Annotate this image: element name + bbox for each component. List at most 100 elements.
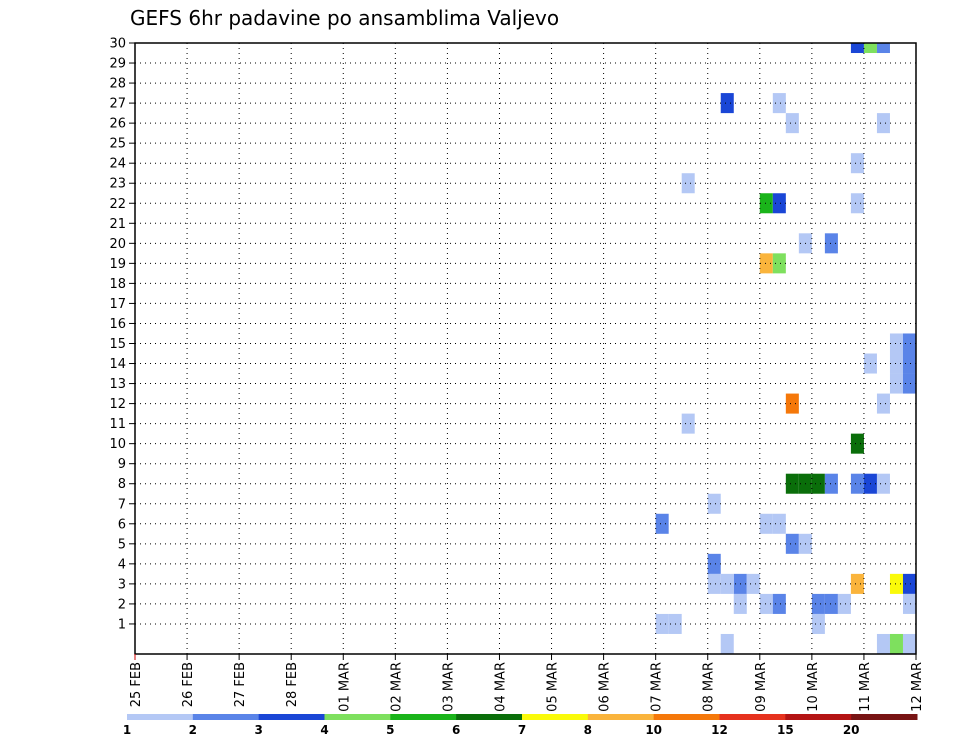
x-tick-label: 12 MAR — [910, 662, 925, 712]
colorbar: 1 2 3 4 5 6 7 8 10 12 15 20 — [123, 714, 918, 737]
colorbar-label: 7 — [518, 723, 526, 737]
colorbar-segment — [587, 714, 655, 720]
y-tick-label: 18 — [109, 277, 126, 292]
heat-cell — [824, 233, 838, 254]
heat-cell — [850, 473, 864, 494]
y-tick-label: 19 — [109, 257, 126, 272]
y-tick-label: 9 — [118, 457, 126, 472]
heat-cell — [811, 593, 825, 614]
y-tick-label: 15 — [109, 337, 126, 352]
y-tick-label: 26 — [109, 117, 126, 132]
y-tick-label: 5 — [118, 537, 126, 552]
y-tick-label: 17 — [109, 297, 126, 312]
heat-cell — [902, 333, 916, 354]
heat-cell — [850, 573, 864, 594]
colorbar-label: 2 — [189, 723, 197, 737]
heat-cell — [772, 593, 786, 614]
y-tick-label: 14 — [109, 357, 126, 372]
colorbar-segment — [785, 714, 852, 720]
heat-cell — [876, 113, 890, 134]
heat-cell — [746, 573, 760, 594]
heat-cell — [837, 593, 851, 614]
plot-frame — [134, 42, 917, 655]
x-tick-label: 06 MAR — [598, 662, 613, 712]
heat-cell — [681, 413, 695, 434]
colorbar-segment — [192, 714, 260, 720]
heat-cell — [759, 513, 773, 534]
heat-cell — [876, 43, 890, 54]
heat-cell — [850, 433, 864, 454]
heat-cell — [785, 533, 799, 554]
y-tick-label: 25 — [109, 137, 126, 152]
x-tick-label: 07 MAR — [650, 662, 665, 712]
y-tick-label: 10 — [109, 437, 126, 452]
heat-cell — [720, 633, 734, 654]
heat-cell — [850, 153, 864, 174]
colorbar-segment — [522, 714, 589, 720]
y-tick-label: 2 — [118, 597, 126, 612]
x-tick-label: 26 FEB — [181, 662, 196, 707]
heat-cell — [876, 633, 890, 654]
grid-layer — [135, 42, 916, 654]
heat-cell — [720, 573, 734, 594]
heat-cell — [655, 613, 669, 634]
y-tick-label: 24 — [109, 157, 126, 172]
heat-cell — [811, 613, 825, 634]
y-tick-label: 8 — [118, 477, 126, 492]
heat-cell — [707, 553, 721, 574]
y-tick-label: 6 — [118, 517, 126, 532]
heat-cell — [785, 393, 799, 414]
colorbar-segment — [653, 714, 720, 720]
colorbar-segment — [390, 714, 457, 720]
x-tick-label: 03 MAR — [441, 662, 456, 712]
heat-cell — [850, 193, 864, 214]
colorbar-segment — [258, 714, 325, 720]
heat-cell — [889, 353, 903, 374]
x-tick-label: 09 MAR — [754, 662, 769, 712]
heat-cell — [707, 493, 721, 514]
colorbar-segment — [851, 714, 918, 720]
x-tick-label: 05 MAR — [546, 662, 561, 712]
colorbar-label: 1 — [123, 723, 131, 737]
heat-cell — [759, 253, 773, 274]
y-tick-label: 13 — [109, 377, 126, 392]
chart-title: GEFS 6hr padavine po ansamblima Valjevo — [130, 6, 560, 30]
x-tick-label: 28 FEB — [285, 662, 300, 707]
heat-cell — [785, 473, 799, 494]
x-axis: 25 FEB 26 FEB 27 FEB 28 FEB 01 MAR 02 MAR 03 M… — [129, 654, 925, 712]
colorbar-segment — [324, 714, 391, 720]
x-tick-label: 08 MAR — [702, 662, 717, 712]
heat-cell — [902, 633, 916, 654]
heat-cell — [707, 573, 721, 594]
x-tick-label: 04 MAR — [493, 662, 508, 712]
y-tick-label: 30 — [109, 37, 126, 52]
x-tick-label: 10 MAR — [806, 662, 821, 712]
x-tick-label: 11 MAR — [858, 662, 873, 712]
heat-cell — [902, 593, 916, 614]
y-tick-label: 1 — [118, 617, 126, 632]
heat-cell — [772, 193, 786, 214]
heat-cell — [863, 43, 877, 54]
y-tick-label: 12 — [109, 397, 126, 412]
y-tick-label: 21 — [109, 217, 126, 232]
y-tick-label: 4 — [118, 557, 126, 572]
colorbar-segment — [127, 714, 194, 720]
y-tick-label: 23 — [109, 177, 126, 192]
heat-cell — [720, 93, 734, 114]
y-tick-label: 11 — [109, 417, 126, 432]
colorbar-label: 4 — [320, 723, 328, 737]
colorbar-label: 20 — [843, 723, 860, 737]
heat-cell — [850, 43, 864, 54]
heat-cell — [889, 633, 903, 654]
heat-cell — [681, 173, 695, 194]
y-tick-label: 27 — [109, 97, 126, 112]
heat-cell — [889, 573, 903, 594]
heat-cell — [772, 93, 786, 114]
colorbar-label: 15 — [777, 723, 794, 737]
heat-cell — [824, 473, 838, 494]
heat-cell — [876, 473, 890, 494]
heat-cell — [902, 573, 916, 594]
y-tick-label: 7 — [118, 497, 126, 512]
y-tick-label: 22 — [109, 197, 126, 212]
